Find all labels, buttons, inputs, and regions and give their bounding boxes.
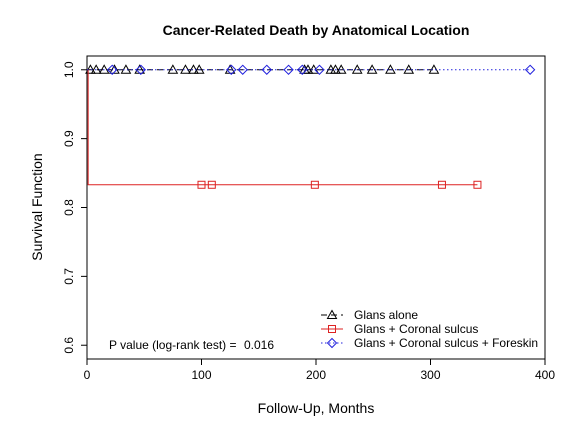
legend-marker	[326, 309, 338, 319]
censor-marker	[297, 64, 308, 75]
censor-marker	[261, 64, 272, 75]
x-axis-label: Follow-Up, Months	[258, 400, 375, 416]
y-tick-label: 1.0	[62, 61, 76, 78]
censor-marker	[366, 64, 378, 74]
censor-marker	[90, 64, 102, 74]
series-group	[87, 69, 482, 189]
x-tick-label: 100	[191, 368, 211, 382]
pvalue-value: 0.016	[244, 338, 274, 352]
y-tick-label: 0.7	[62, 268, 76, 285]
censor-marker	[193, 64, 205, 74]
censor-marker	[106, 64, 118, 75]
censor-marker	[237, 64, 248, 75]
pvalue-annotation: P value (log-rank test) = 0.016	[109, 338, 274, 352]
x-tick-label: 0	[84, 368, 91, 382]
y-tick-label: 0.8	[62, 199, 76, 216]
censor-marker	[310, 180, 319, 189]
pvalue-label: P value (log-rank test) =	[109, 338, 237, 352]
series-layer	[85, 64, 536, 189]
legend-label: Glans alone	[354, 308, 418, 322]
y-axis: 0.6 0.7 0.8 0.9 1.0	[62, 61, 87, 354]
censor-marker	[473, 180, 482, 189]
chart-title: Cancer-Related Death by Anatomical Locat…	[163, 22, 470, 38]
censor-marker	[524, 64, 536, 75]
censor-marker	[98, 64, 110, 74]
legend-label: Glans + Coronal sulcus + Foreskin	[354, 336, 538, 350]
legend-marker	[326, 337, 338, 349]
censor-marker	[207, 180, 216, 189]
x-tick-label: 400	[535, 368, 555, 382]
series-line	[87, 69, 478, 186]
x-tick-label: 200	[306, 368, 326, 382]
censor-marker	[197, 180, 206, 189]
censor-marker	[314, 64, 325, 75]
y-tick-label: 0.9	[62, 130, 76, 147]
series-group	[87, 64, 536, 75]
censor-marker	[437, 180, 446, 189]
y-tick-label: 0.6	[62, 337, 76, 354]
legend-marker	[328, 325, 336, 333]
censor-marker	[330, 64, 341, 74]
x-tick-label: 300	[420, 368, 440, 382]
x-axis: 0 100 200 300 400	[84, 359, 555, 382]
censor-marker	[403, 64, 415, 74]
legend-label: Glans + Coronal sulcus	[354, 322, 478, 336]
censor-marker	[283, 64, 294, 75]
censor-marker	[135, 64, 147, 75]
y-axis-label: Survival Function	[29, 153, 45, 260]
censor-marker	[226, 64, 237, 75]
plot-frame	[86, 55, 546, 360]
